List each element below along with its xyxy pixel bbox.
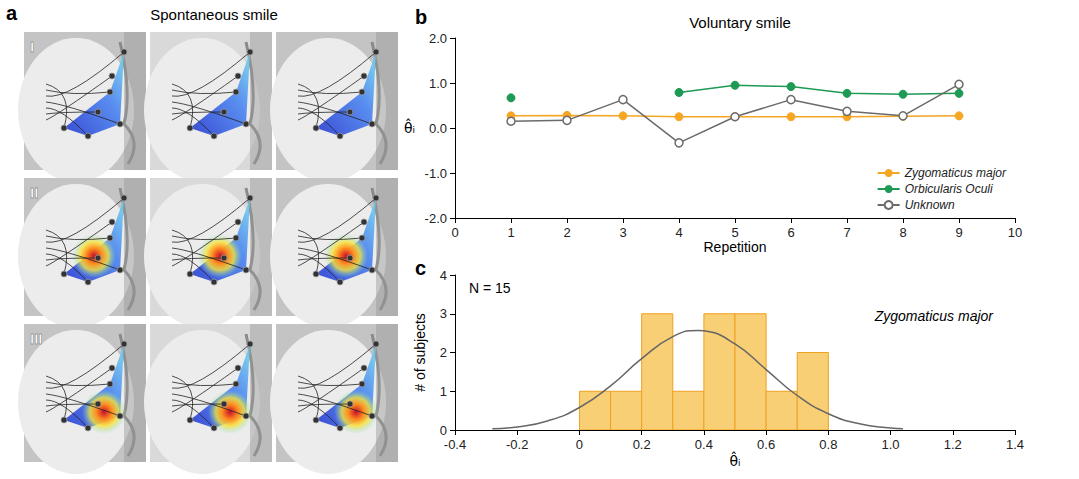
svg-text:6: 6 (787, 225, 794, 240)
svg-text:4: 4 (440, 268, 447, 283)
svg-text:c: c (415, 257, 426, 279)
svg-text:3: 3 (619, 225, 626, 240)
svg-text:0.4: 0.4 (695, 437, 713, 452)
svg-text:0: 0 (451, 225, 458, 240)
svg-text:8: 8 (899, 225, 906, 240)
svg-text:9: 9 (955, 225, 962, 240)
svg-text:1: 1 (440, 384, 447, 399)
svg-text:I: I (30, 38, 34, 55)
svg-text:4: 4 (675, 225, 682, 240)
svg-text:2: 2 (440, 345, 447, 360)
svg-text:θ̂ᵢ: θ̂ᵢ (404, 118, 415, 136)
svg-text:III: III (30, 330, 43, 347)
svg-text:Voluntary smile: Voluntary smile (689, 14, 791, 31)
svg-text:Spontaneous smile: Spontaneous smile (150, 6, 278, 23)
svg-text:0.0: 0.0 (429, 121, 447, 136)
svg-text:0.2: 0.2 (633, 437, 651, 452)
svg-text:1.4: 1.4 (1006, 437, 1024, 452)
svg-text:0.8: 0.8 (819, 437, 837, 452)
svg-text:2: 2 (563, 225, 570, 240)
svg-text:Repetition: Repetition (703, 239, 766, 255)
svg-text:0: 0 (440, 423, 447, 438)
svg-text:-0.2: -0.2 (506, 437, 528, 452)
svg-text:1.0: 1.0 (429, 76, 447, 91)
svg-text:0: 0 (576, 437, 583, 452)
svg-text:3: 3 (440, 306, 447, 321)
svg-text:Unknown: Unknown (905, 198, 955, 212)
svg-text:Zygomaticus major: Zygomaticus major (874, 308, 995, 324)
svg-text:II: II (30, 184, 38, 201)
svg-text:a: a (6, 2, 18, 24)
svg-text:b: b (415, 6, 427, 28)
svg-text:10: 10 (1008, 225, 1022, 240)
svg-text:# of subjects: # of subjects (412, 313, 428, 392)
svg-text:2.0: 2.0 (429, 31, 447, 46)
svg-text:1: 1 (507, 225, 514, 240)
svg-text:-0.4: -0.4 (444, 437, 466, 452)
svg-text:5: 5 (731, 225, 738, 240)
svg-text:N = 15: N = 15 (469, 280, 511, 296)
svg-text:Orbicularis Oculi: Orbicularis Oculi (905, 182, 993, 196)
svg-text:θ̂ᵢ: θ̂ᵢ (729, 451, 740, 469)
svg-text:-1.0: -1.0 (425, 166, 447, 181)
svg-text:0.6: 0.6 (757, 437, 775, 452)
svg-text:1.2: 1.2 (944, 437, 962, 452)
svg-text:Zygomaticus major: Zygomaticus major (904, 166, 1007, 180)
svg-text:7: 7 (843, 225, 850, 240)
svg-text:-2.0: -2.0 (425, 211, 447, 226)
svg-text:1.0: 1.0 (882, 437, 900, 452)
